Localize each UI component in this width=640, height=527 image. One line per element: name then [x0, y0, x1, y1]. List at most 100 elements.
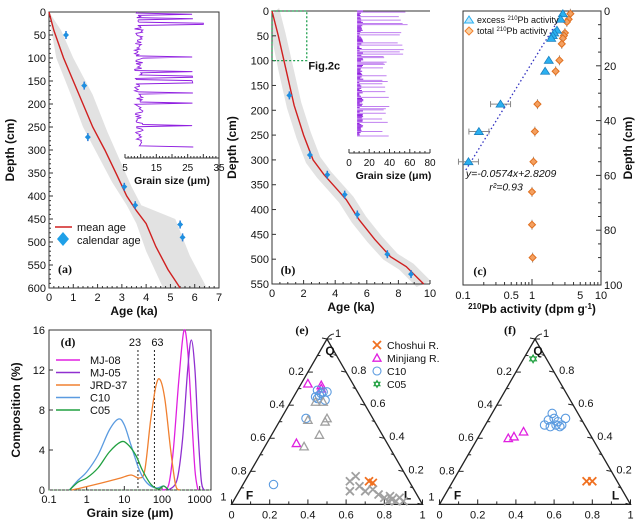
bottom-tick-label: 0.4 — [300, 509, 315, 521]
right-tick — [360, 403, 366, 406]
right-tick — [549, 370, 555, 373]
panel-label-f: (f) — [504, 323, 516, 337]
y-tick-label: 50 — [34, 30, 46, 42]
excess-pb-point — [495, 99, 506, 108]
x-tick-label: 2 — [95, 292, 101, 304]
panel-f: 0 0.2 0.8 0.2 0.4 0.6 0.4 0.6 0.4 0.6 0.8 0.2 0.8 1 1 1… — [428, 323, 633, 521]
c10-point — [555, 421, 565, 432]
y-tick-label: 250 — [251, 130, 269, 142]
corner-label-top: 1 — [543, 328, 549, 340]
gray-triangles-point — [314, 429, 325, 439]
total-pb-point — [527, 187, 537, 197]
gray-triangles-point — [298, 440, 310, 451]
right-tick — [579, 420, 583, 423]
c05-point — [528, 353, 538, 364]
y-tick-label: 500 — [251, 254, 269, 266]
calendar-age-point — [354, 211, 361, 218]
legend-label: C10 — [90, 393, 110, 405]
panel-label-a: (a) — [58, 262, 72, 276]
x-tick-label: 4 — [332, 288, 338, 300]
inset-tick-label: 0 — [346, 158, 352, 169]
y-tick-label: 80 — [604, 225, 616, 237]
inset-axis-title: Grain size (μm) — [356, 170, 432, 182]
plot-frame — [462, 10, 602, 286]
panel-d: 0 4 8 12 16 0.1 1 10 100 1000 Grain size (μm) Compo… — [9, 325, 212, 520]
left-tick-label: 0.2 — [497, 366, 512, 378]
y-axis-title: Depth (cm) — [3, 119, 17, 182]
right-tick — [560, 387, 564, 390]
x-tick-label: 0.1 — [41, 494, 56, 506]
x-tick-label: 5 — [167, 292, 173, 304]
y-tick-label: 350 — [28, 168, 46, 180]
inset-tick-label: 20 — [364, 158, 376, 169]
vertex-f: F — [454, 488, 461, 502]
right-tick-label: 0.8 — [351, 365, 366, 377]
total-pb-point — [530, 127, 540, 136]
c10-point — [545, 421, 556, 432]
inset-tick-label: 60 — [404, 158, 416, 169]
y-tick-label: 200 — [251, 105, 269, 117]
c10-point — [320, 395, 330, 405]
mean-age-line — [271, 10, 425, 285]
gray-crosses-point — [398, 496, 409, 506]
excess-pb-point — [546, 33, 557, 42]
y-axis-title: Composition (%) — [9, 362, 23, 457]
right-tick — [529, 337, 536, 340]
x-tick-label: 6 — [192, 292, 198, 304]
vertex-f: F — [246, 488, 253, 502]
y-tick-label: 20 — [604, 61, 616, 73]
x-tick-label: 1 — [84, 494, 90, 506]
calendar-age-point — [179, 234, 186, 241]
legend-calendar-age-swatch — [57, 232, 69, 246]
inset-tick-label: 15 — [151, 163, 163, 174]
vertex-q: Q — [533, 344, 542, 358]
calendar-age-point — [286, 92, 293, 99]
x-tick-label: 10 — [118, 494, 130, 506]
x-tick-label: 8 — [395, 288, 401, 300]
bottom-tick-label: 0.6 — [546, 509, 561, 521]
right-tick-label: 0.8 — [559, 365, 574, 377]
bottom-tick-label: 0 — [228, 509, 234, 521]
corner-label-left: 1 — [428, 491, 434, 503]
corner-curl — [534, 333, 543, 340]
inset-tick-label: 35 — [213, 163, 225, 174]
right-tick — [587, 436, 593, 439]
mean-age-line — [48, 11, 181, 289]
legend-label: C05 — [90, 405, 110, 417]
c10-point — [301, 413, 311, 424]
y-tick-label: 50 — [257, 31, 269, 43]
y-axis-title: Depth (cm) — [225, 116, 239, 179]
legend-minjiang-swatch — [371, 352, 383, 362]
right-tick — [321, 337, 328, 340]
panel-label-b: (b) — [281, 263, 296, 277]
corner-label-top: 1 — [335, 328, 341, 340]
gray-triangles-point — [317, 396, 329, 406]
x-tick-label: 100 — [153, 494, 171, 506]
y-tick-label: 12 — [33, 365, 45, 377]
x-tick-label: 1000 — [187, 494, 211, 506]
x-axis-title: 210Pb activity (dpm g-1) — [468, 302, 596, 316]
calendar-age-point — [63, 32, 69, 38]
legend-excess-swatch — [463, 15, 475, 24]
y-tick-label: 200 — [28, 99, 46, 111]
x-tick-label: 6 — [364, 288, 370, 300]
x-tick-label: 2 — [301, 288, 307, 300]
y-tick-label: 600 — [28, 283, 46, 295]
x-tick-label: 0.1 — [455, 290, 470, 302]
c10-point — [310, 392, 321, 402]
bottom-tick-label: 0.8 — [585, 509, 600, 521]
legend-calendar-age-label: calendar age — [77, 235, 141, 247]
left-tick-label: 0.2 — [289, 366, 304, 378]
inset-axis-title: Grain size (μm) — [134, 175, 210, 187]
calendar-age-point — [306, 151, 313, 158]
bottom-tick-label: 0.8 — [377, 509, 392, 521]
panel-label-c: (c) — [473, 264, 486, 278]
reference-label: 63 — [151, 337, 163, 349]
left-tick-label: 0.6 — [458, 432, 473, 444]
right-tick — [417, 502, 423, 505]
y-tick-label: 100 — [251, 56, 269, 68]
total-pb-point — [529, 157, 538, 166]
